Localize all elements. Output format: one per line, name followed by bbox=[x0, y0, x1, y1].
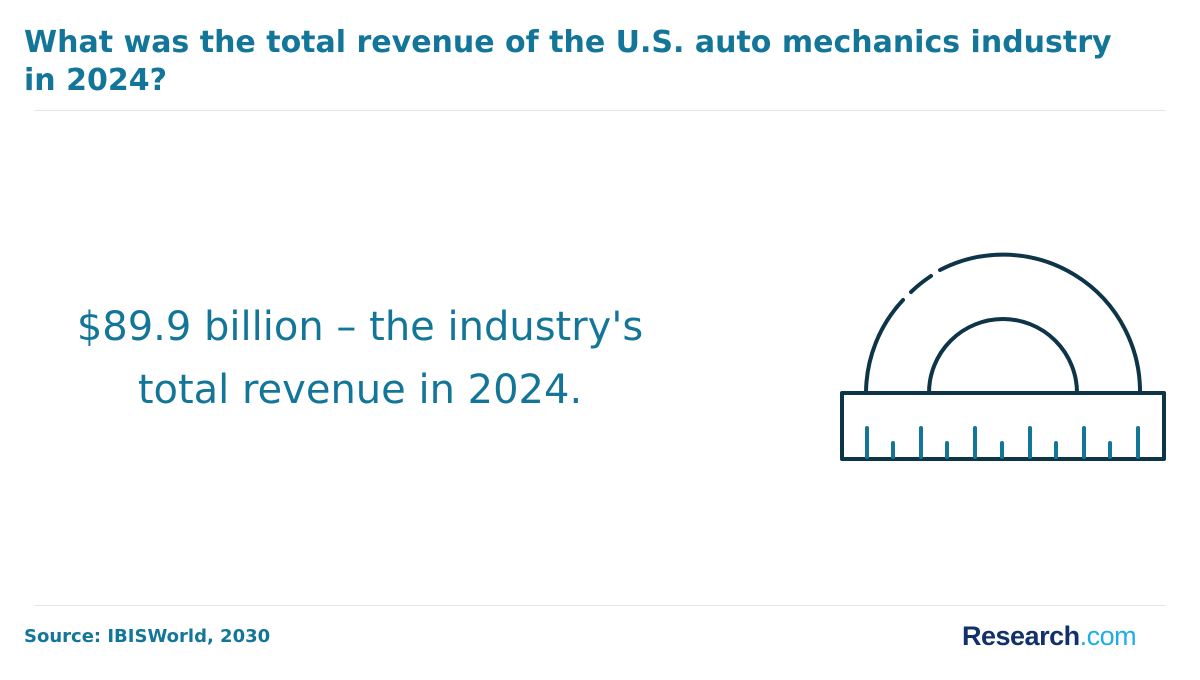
top-divider bbox=[34, 110, 1166, 111]
statistic-line-1: $89.9 billion – the industry's bbox=[76, 304, 644, 350]
protractor-inner-arc bbox=[927, 317, 1079, 395]
source-citation: Source: IBISWorld, 2030 bbox=[24, 626, 271, 647]
key-statistic: $89.9 billion – the industry's total rev… bbox=[40, 296, 680, 422]
statistic-line-2: total revenue in 2024. bbox=[137, 367, 583, 413]
ruler-ticks bbox=[865, 426, 1140, 459]
protractor-outer-arc-right bbox=[938, 252, 1143, 395]
logo-suffix: .com bbox=[1079, 621, 1137, 651]
page-title: What was the total revenue of the U.S. a… bbox=[24, 25, 1112, 98]
research-com-logo: Research.com bbox=[962, 619, 1137, 653]
ruler-body bbox=[840, 391, 1166, 461]
protractor-outer-arc-left bbox=[864, 298, 905, 395]
bottom-divider bbox=[34, 605, 1166, 606]
logo-wordmark: Research bbox=[962, 621, 1080, 651]
protractor-outer-arc-segment bbox=[909, 274, 933, 294]
protractor-ruler-icon bbox=[840, 252, 1166, 461]
